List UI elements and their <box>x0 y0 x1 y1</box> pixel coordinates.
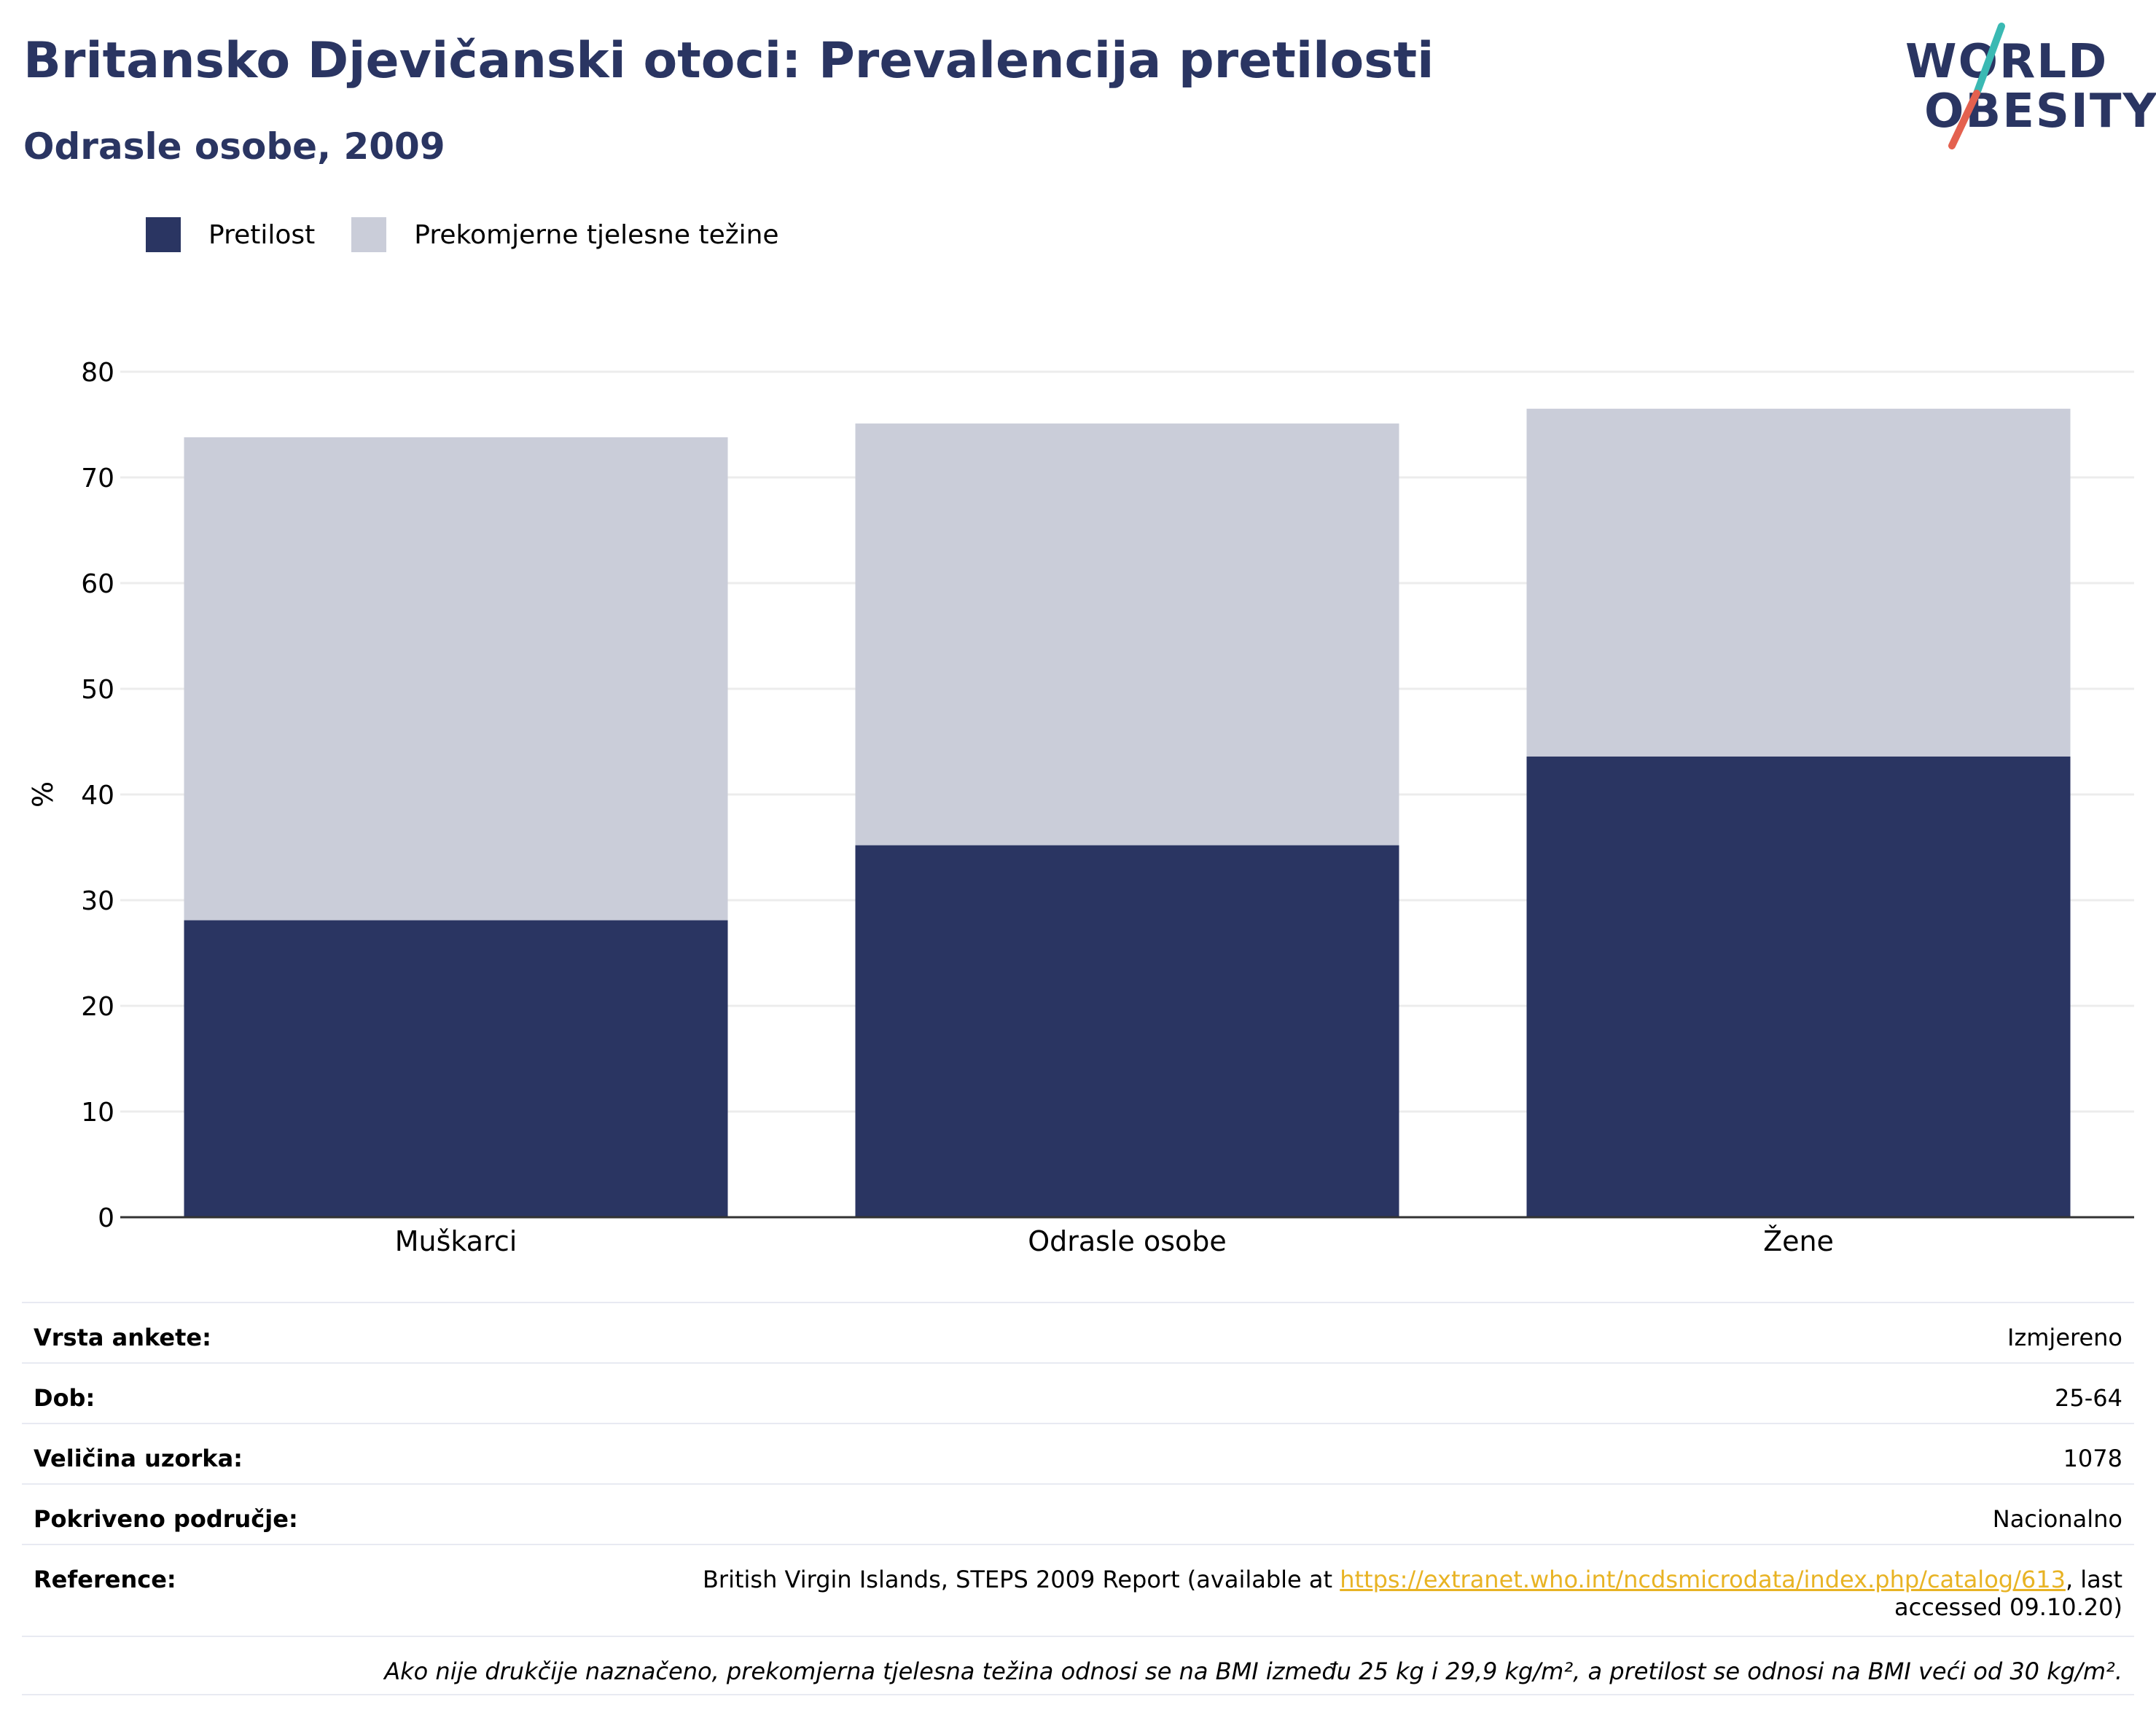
info-row: Veličina uzorka: 1078 <box>22 1423 2134 1483</box>
bar-segment <box>184 437 728 921</box>
chart-subtitle: Odrasle osobe, 2009 <box>23 125 445 168</box>
world-obesity-logo: WORLD OBESITY <box>1895 20 2156 152</box>
info-row-value: 25-64 <box>2055 1384 2122 1412</box>
x-tick-label: Žene <box>1763 1225 1834 1257</box>
definition-note: Ako nije drukčije naznačeno, prekomjerna… <box>22 1636 2134 1695</box>
legend-swatch-overweight <box>351 217 387 252</box>
info-row-value: 1078 <box>2063 1445 2122 1472</box>
y-tick-label: 50 <box>81 675 114 705</box>
x-tick-label: Odrasle osobe <box>1028 1225 1227 1257</box>
logo-slash-icon <box>1948 23 2005 149</box>
y-tick-label: 30 <box>81 886 114 916</box>
info-row-label: Vrsta ankete: <box>34 1324 211 1351</box>
y-tick-label: 60 <box>81 569 114 599</box>
info-row-label: Veličina uzorka: <box>34 1445 243 1472</box>
y-tick-label: 20 <box>81 992 114 1022</box>
y-tick-label: 0 <box>98 1203 114 1233</box>
legend-swatch-obesity <box>146 217 181 252</box>
legend-label-overweight: Prekomjerne tjelesne težine <box>414 219 779 250</box>
bar-segment <box>855 845 1399 1217</box>
reference-row: Reference: British Virgin Islands, STEPS… <box>22 1544 2134 1636</box>
reference-label: Reference: <box>34 1566 176 1593</box>
reference-text: British Virgin Islands, STEPS 2009 Repor… <box>702 1566 1340 1593</box>
info-row-value: Izmjereno <box>2007 1324 2122 1351</box>
y-tick-label: 10 <box>81 1098 114 1128</box>
survey-info-table: Vrsta ankete: Izmjereno Dob: 25-64 Veličina … <box>22 1302 2134 1695</box>
stacked-bar-chart: 0 10 20 30 40 50 60 70 80% Muškarci Odrasle osobe Ž… <box>27 358 2134 1257</box>
bar-segment <box>1526 408 2071 757</box>
info-row-label: Pokriveno područje: <box>34 1505 298 1533</box>
y-axis-label: % <box>27 781 59 808</box>
reference-link[interactable]: https://extranet.who.int/ncdsmicrodata/i… <box>1340 1566 2066 1593</box>
info-row-label: Dob: <box>34 1384 95 1412</box>
info-row: Pokriveno područje: Nacionalno <box>22 1483 2134 1544</box>
y-tick-label: 70 <box>81 464 114 493</box>
reference-value: British Virgin Islands, STEPS 2009 Repor… <box>665 1566 2122 1621</box>
bar-segment <box>1526 756 2071 1217</box>
info-row-value: Nacionalno <box>1992 1505 2122 1533</box>
legend: Pretilost Prekomjerne tjelesne težine <box>146 217 816 252</box>
legend-item-overweight[interactable]: Prekomjerne tjelesne težine <box>351 217 779 252</box>
y-tick-label: 40 <box>81 781 114 811</box>
legend-item-obesity[interactable]: Pretilost <box>146 217 315 252</box>
legend-label-obesity: Pretilost <box>208 219 316 250</box>
bar-segment <box>855 423 1399 845</box>
chart-title: Britansko Djevičanski otoci: Prevalencij… <box>23 32 1434 90</box>
x-tick-label: Muškarci <box>395 1225 517 1257</box>
reference-text-after: , last accessed 09.10.20) <box>1894 1566 2122 1621</box>
y-tick-label: 80 <box>81 358 114 388</box>
info-row: Dob: 25-64 <box>22 1362 2134 1423</box>
logo-line-1: WORLD <box>1905 35 2109 89</box>
info-row: Vrsta ankete: Izmjereno <box>22 1302 2134 1362</box>
bar-segment <box>184 920 728 1217</box>
